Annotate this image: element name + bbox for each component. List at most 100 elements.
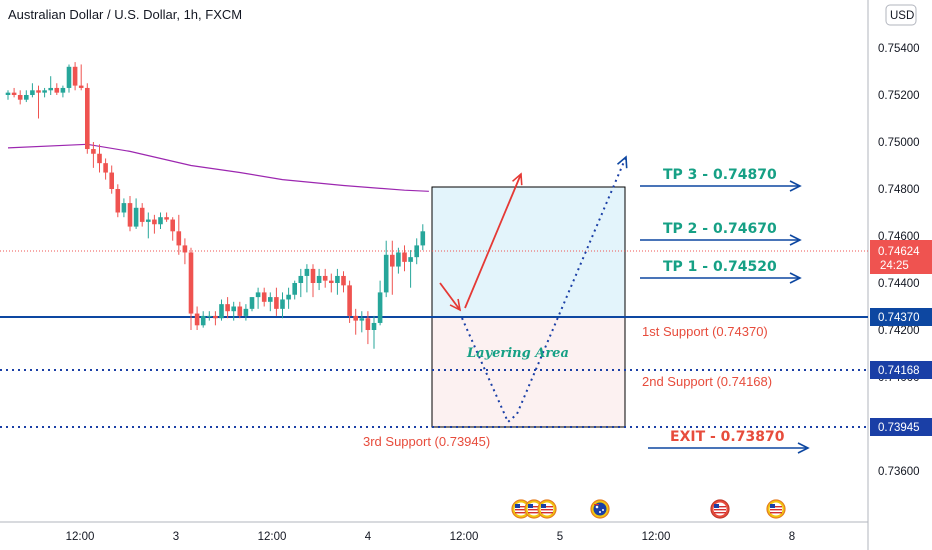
- layering-path-arrow: [461, 155, 628, 424]
- candle-body: [182, 245, 188, 253]
- candle: [78, 64, 84, 91]
- tp3-label: TP 3 - 0.74870: [663, 167, 777, 183]
- us-event-flag-icon[interactable]: [537, 499, 557, 519]
- candle-body: [255, 292, 261, 298]
- support-1-label: 1st Support (0.74370): [642, 324, 768, 339]
- candle-body: [414, 245, 419, 258]
- candle: [139, 203, 145, 227]
- candle: [170, 217, 175, 241]
- candle: [91, 142, 96, 168]
- price-axis-panel: [868, 0, 932, 550]
- candle: [194, 306, 200, 330]
- candle: [231, 301, 236, 321]
- layering-area-label: Layering Area: [466, 346, 569, 361]
- candle-body: [158, 217, 163, 225]
- candle-body: [249, 297, 255, 309]
- candle: [274, 287, 279, 316]
- price-tick-label: 0.74400: [878, 278, 920, 290]
- price-tick-label: 0.74200: [878, 325, 920, 337]
- currency-button[interactable]: [885, 4, 917, 26]
- support-3-price-tag: [870, 418, 932, 436]
- candle-body: [371, 322, 377, 330]
- australia-event-flag-icon[interactable]: [590, 499, 610, 519]
- currency-button-label: USD: [890, 10, 914, 22]
- tp2-label: TP 2 - 0.74670: [663, 221, 777, 237]
- exit-label: EXIT - 0.73870: [670, 429, 785, 445]
- candle: [182, 238, 188, 265]
- candle: [219, 299, 224, 321]
- candle-body: [353, 315, 358, 321]
- candle: [335, 268, 340, 295]
- candle-body: [207, 315, 212, 317]
- candle: [329, 273, 334, 293]
- time-tick-label: 12:00: [642, 531, 671, 543]
- candle: [383, 240, 389, 298]
- candle: [353, 308, 358, 335]
- pullback-arrow: [439, 282, 462, 312]
- us-event-flag-icon[interactable]: [710, 499, 730, 519]
- us-event-flag-icon[interactable]: [766, 499, 786, 519]
- price-tick-label: 0.75200: [878, 90, 920, 102]
- candle-body: [133, 207, 139, 227]
- candle: [408, 250, 413, 288]
- price-tick-label: 0.75400: [878, 43, 920, 55]
- candle: [48, 76, 53, 95]
- candle: [225, 297, 230, 319]
- candle-body: [261, 292, 267, 302]
- candle: [390, 240, 395, 295]
- candle: [66, 64, 72, 93]
- candle: [249, 297, 255, 312]
- candle: [207, 311, 212, 321]
- candle-body: [85, 87, 90, 150]
- rally-arrow: [464, 172, 523, 309]
- candle: [5, 90, 11, 100]
- candle-body: [66, 66, 72, 88]
- candle: [115, 184, 121, 218]
- candle: [133, 198, 139, 229]
- candle: [164, 212, 169, 222]
- candle-body: [359, 318, 365, 321]
- candle-body: [48, 87, 53, 91]
- us-event-flag-icon[interactable]: [511, 499, 531, 519]
- candle: [200, 311, 206, 328]
- candle: [347, 280, 352, 323]
- candle-body: [286, 294, 291, 300]
- time-tick-label: 12:00: [66, 531, 95, 543]
- candle-body: [176, 231, 182, 246]
- candle: [414, 238, 419, 265]
- candle: [371, 315, 377, 349]
- candle: [158, 212, 163, 229]
- candle-body: [365, 318, 371, 330]
- candle-body: [194, 313, 200, 326]
- candle: [310, 264, 316, 298]
- candle-body: [200, 315, 206, 326]
- candle: [152, 214, 157, 234]
- candle: [322, 268, 328, 288]
- candle: [286, 287, 291, 309]
- candle-body: [139, 207, 145, 222]
- moving-average-line: [7, 143, 429, 192]
- candle-body: [280, 299, 285, 309]
- candle-body: [274, 297, 279, 309]
- current-price-tag: [870, 240, 932, 274]
- candle-body: [298, 275, 304, 283]
- candle: [146, 212, 151, 239]
- support-1-price-tag: [870, 308, 932, 326]
- bar-countdown: 24:25: [880, 260, 909, 272]
- candle: [54, 83, 60, 95]
- support-2-price-value: 0.74168: [878, 365, 920, 377]
- support-2-price-tag: [870, 361, 932, 379]
- candle: [365, 311, 371, 345]
- candle-body: [78, 85, 84, 88]
- candle-body: [237, 306, 243, 316]
- candle-body: [225, 304, 230, 312]
- candle-body: [103, 163, 108, 173]
- candle-body: [377, 292, 383, 323]
- us-event-flag-icon[interactable]: [524, 499, 544, 519]
- tp1-label: TP 1 - 0.74520: [663, 259, 777, 275]
- candle: [268, 292, 273, 312]
- candlestick-series: [5, 62, 426, 349]
- candle: [109, 165, 114, 194]
- price-tick-label: 0.73600: [878, 466, 920, 478]
